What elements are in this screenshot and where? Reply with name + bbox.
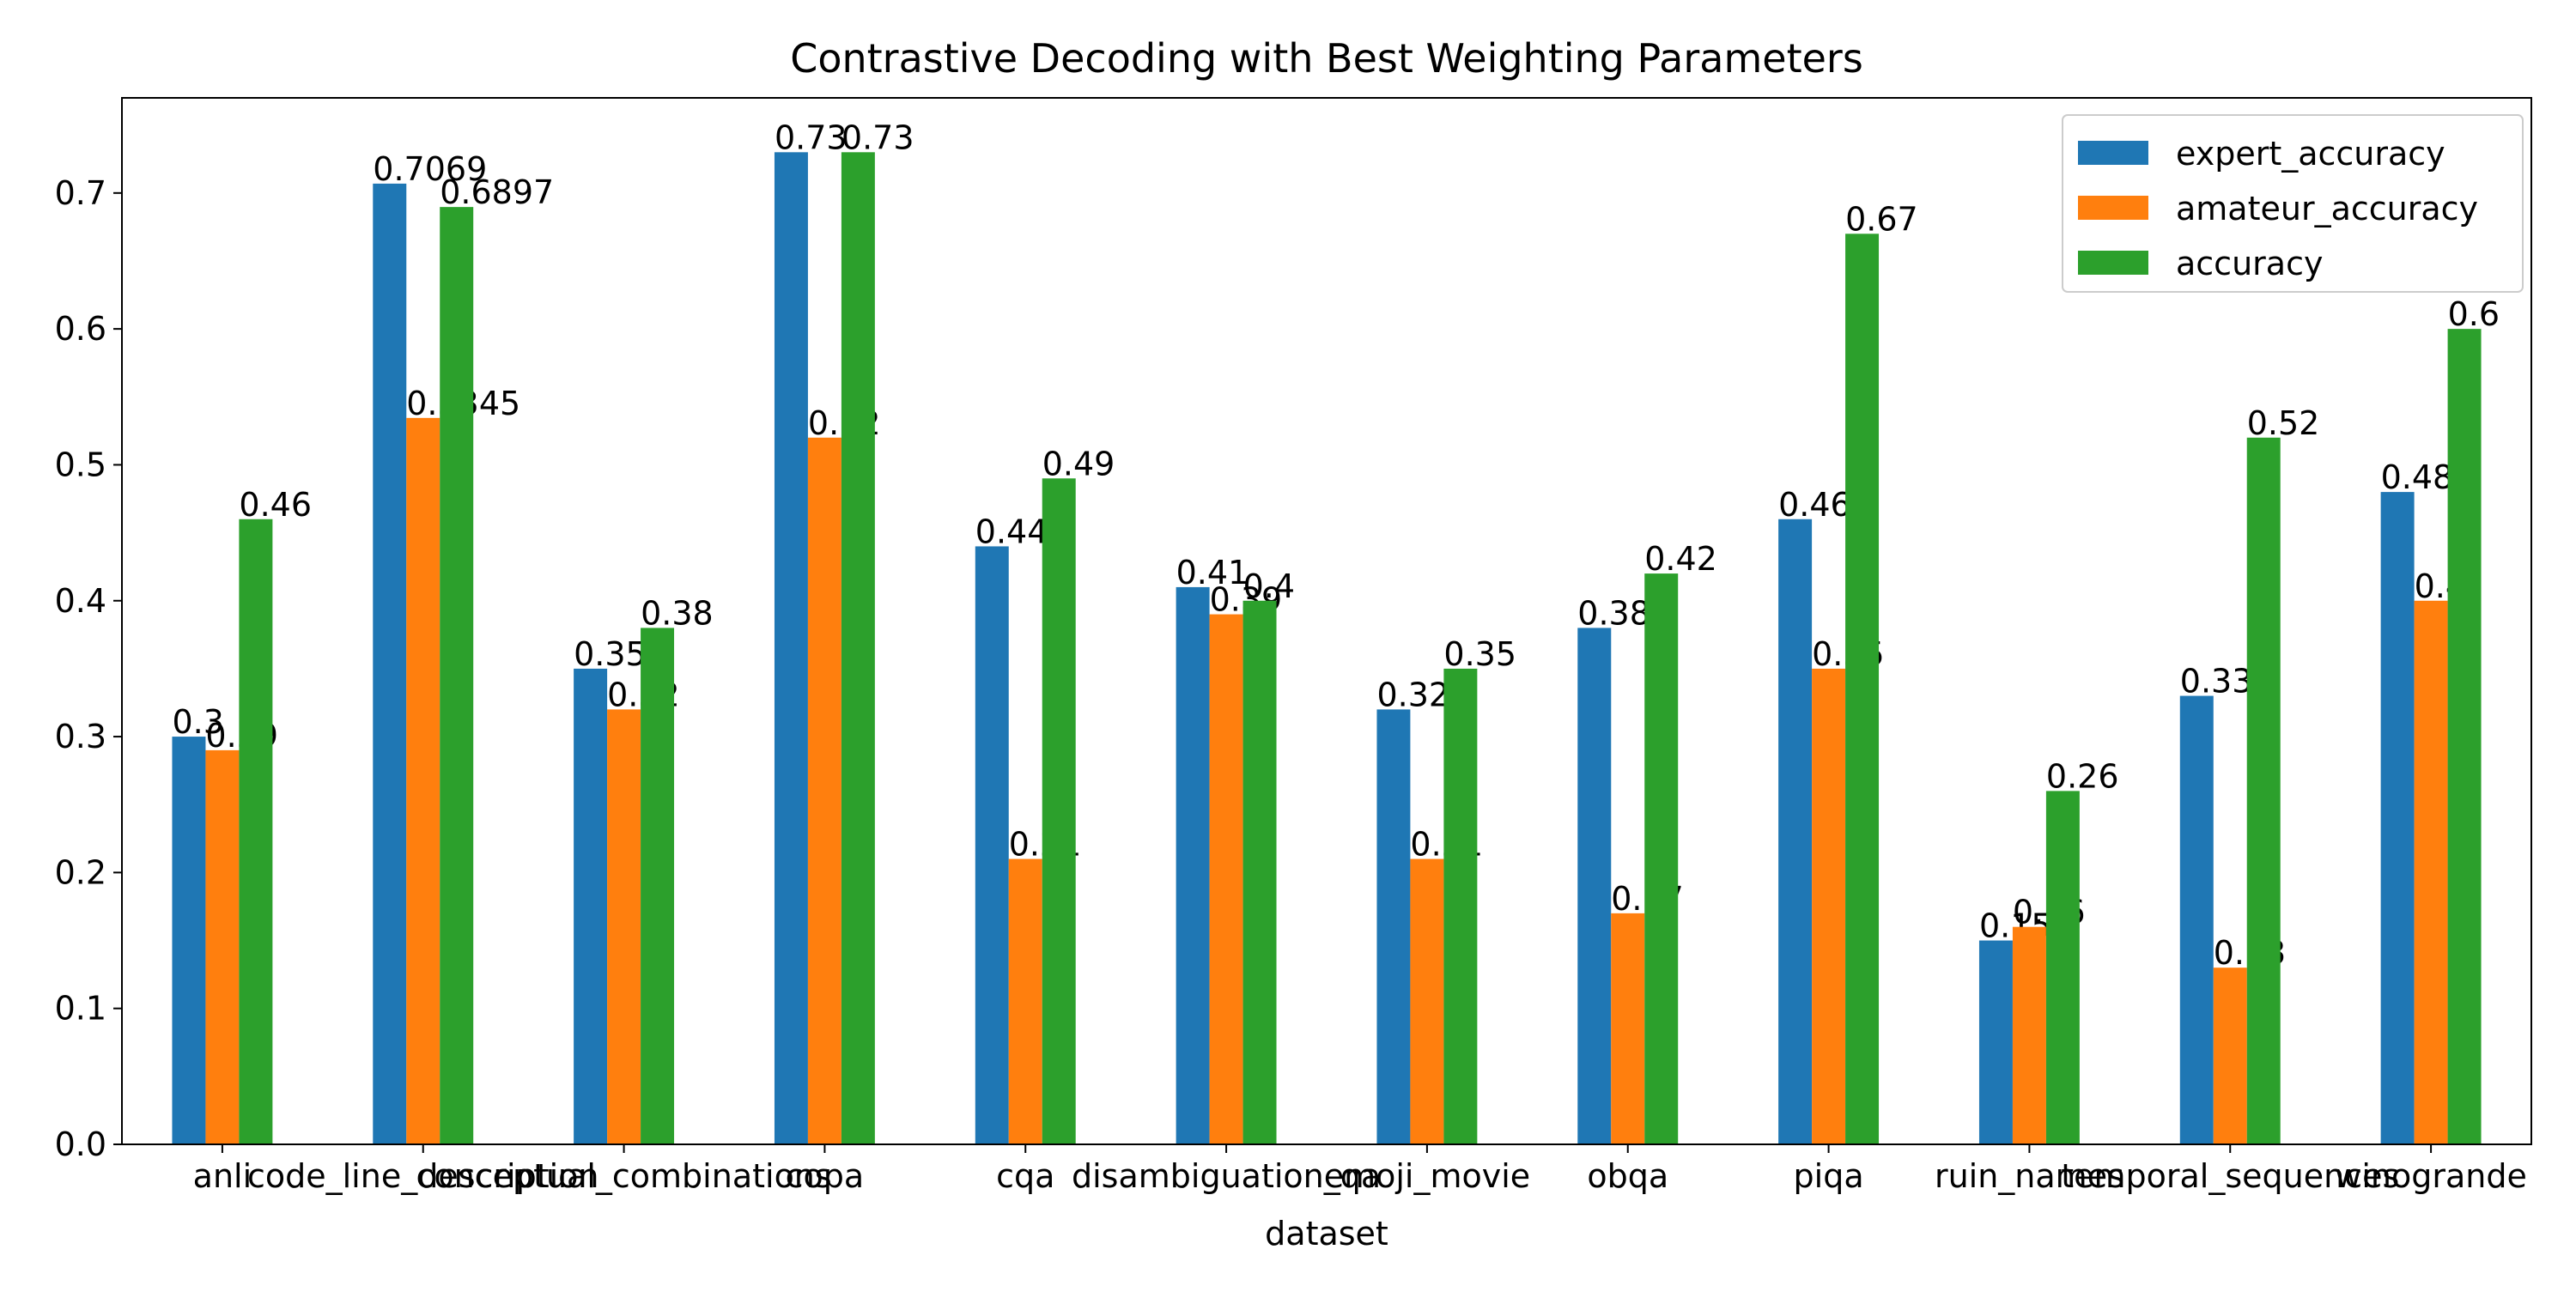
bar-accuracy-temporal_sequences <box>2246 437 2281 1144</box>
bar-accuracy-obqa <box>1644 573 1679 1144</box>
data-label-expert_accuracy-winogrande: 0.48 <box>2381 458 2454 496</box>
bar-expert_accuracy-emoji_movie <box>1376 709 1411 1144</box>
x-tick-label-anli: anli <box>193 1157 252 1195</box>
bar-accuracy-disambiguation_qa <box>1242 600 1277 1144</box>
chart-title: Contrastive Decoding with Best Weighting… <box>790 35 1863 82</box>
x-axis-label: dataset <box>1265 1215 1388 1253</box>
y-tick-label: 0.3 <box>55 718 106 755</box>
legend-swatch-accuracy <box>2078 251 2148 275</box>
bar-expert_accuracy-ruin_names <box>1978 940 2013 1144</box>
bar-expert_accuracy-piqa <box>1778 519 1813 1144</box>
data-label-expert_accuracy-anli: 0.3 <box>172 703 223 741</box>
data-label-accuracy-ruin_names: 0.26 <box>2046 757 2119 795</box>
y-tick-label: 0.4 <box>55 582 106 620</box>
bar-amateur_accuracy-disambiguation_qa <box>1209 614 1243 1144</box>
bar-accuracy-emoji_movie <box>1443 668 1478 1144</box>
data-label-accuracy-code_line_description: 0.6897 <box>440 173 554 211</box>
bar-expert_accuracy-code_line_description <box>373 183 407 1145</box>
x-tick-label-code_line_description: code_line_description <box>247 1157 599 1195</box>
bar-accuracy-copa <box>841 152 875 1144</box>
bar-expert_accuracy-conceptual_combinations <box>574 668 608 1144</box>
y-tick-label: 0.7 <box>55 174 106 212</box>
plot-area: 0.3 0.7069 0.35 0.73 0.44 0.41 0.32 0.38 0.46 0.1… <box>55 97 2532 1195</box>
y-tick-label: 0.1 <box>55 990 106 1028</box>
data-label-expert_accuracy-disambiguation_qa: 0.41 <box>1176 554 1249 591</box>
bar-accuracy-cqa <box>1042 478 1076 1144</box>
bar-expert_accuracy-temporal_sequences <box>2179 695 2214 1144</box>
data-label-accuracy-disambiguation_qa: 0.4 <box>1243 567 1295 605</box>
bar-expert_accuracy-anli <box>172 737 206 1144</box>
x-tick-label-copa: copa <box>786 1157 865 1195</box>
data-label-expert_accuracy-cqa: 0.44 <box>975 513 1048 550</box>
bar-amateur_accuracy-temporal_sequences <box>2213 967 2247 1144</box>
bar-accuracy-winogrande <box>2447 329 2482 1144</box>
bar-amateur_accuracy-copa <box>807 437 841 1144</box>
legend-label-expert_accuracy: expert_accuracy <box>2176 135 2445 173</box>
y-tick-label: 0.0 <box>55 1125 106 1163</box>
data-label-accuracy-winogrande: 0.6 <box>2448 295 2500 333</box>
bar-accuracy-piqa <box>1845 234 1880 1145</box>
y-tick-label: 0.6 <box>55 310 106 348</box>
bar-accuracy-conceptual_combinations <box>641 628 675 1144</box>
bar-accuracy-code_line_description <box>440 207 474 1145</box>
data-label-expert_accuracy-temporal_sequences: 0.33 <box>2180 663 2253 701</box>
x-tick-label-conceptual_combinations: conceptual_combinations <box>416 1157 831 1195</box>
bar-expert_accuracy-cqa <box>975 546 1009 1144</box>
bar-amateur_accuracy-conceptual_combinations <box>607 709 641 1144</box>
bar-amateur_accuracy-code_line_description <box>406 417 440 1144</box>
x-tick-label-emoji_movie: emoji_movie <box>1324 1157 1530 1195</box>
data-label-accuracy-copa: 0.73 <box>841 118 914 156</box>
x-tick-label-ruin_names: ruin_names <box>1935 1157 2124 1195</box>
bar-expert_accuracy-copa <box>774 152 808 1144</box>
y-tick-label: 0.5 <box>55 446 106 483</box>
x-tick-label-temporal_sequences: temporal_sequences <box>2061 1157 2399 1195</box>
x-tick-label-cqa: cqa <box>996 1157 1054 1195</box>
x-tick-label-winogrande: winogrande <box>2335 1157 2527 1195</box>
data-label-accuracy-emoji_movie: 0.35 <box>1443 635 1516 673</box>
bar-amateur_accuracy-emoji_movie <box>1410 858 1444 1144</box>
bar-amateur_accuracy-cqa <box>1008 858 1042 1144</box>
bar-amateur_accuracy-ruin_names <box>2012 926 2046 1144</box>
axes-frame <box>121 97 2532 1145</box>
legend: expert_accuracy amateur_accuracy accuracy <box>2062 114 2524 293</box>
bar-amateur_accuracy-piqa <box>1812 668 1846 1144</box>
bar-expert_accuracy-obqa <box>1577 628 1612 1144</box>
legend-swatch-expert_accuracy <box>2078 141 2148 165</box>
data-label-accuracy-piqa: 0.67 <box>1845 200 1918 238</box>
bar-amateur_accuracy-obqa <box>1611 913 1645 1144</box>
data-label-expert_accuracy-piqa: 0.46 <box>1778 486 1851 524</box>
data-label-accuracy-temporal_sequences: 0.52 <box>2247 404 2320 442</box>
legend-swatch-amateur_accuracy <box>2078 196 2148 220</box>
bar-amateur_accuracy-anli <box>205 749 240 1144</box>
bar-accuracy-ruin_names <box>2045 791 2080 1144</box>
bar-expert_accuracy-winogrande <box>2380 492 2415 1144</box>
data-label-expert_accuracy-copa: 0.73 <box>775 118 848 156</box>
data-label-expert_accuracy-emoji_movie: 0.32 <box>1376 676 1449 713</box>
legend-box <box>2062 114 2524 293</box>
x-tick-label-disambiguation_qa: disambiguation_qa <box>1072 1157 1381 1195</box>
data-label-expert_accuracy-code_line_description: 0.7069 <box>373 150 487 188</box>
bar-expert_accuracy-disambiguation_qa <box>1176 586 1210 1144</box>
legend-label-accuracy: accuracy <box>2176 245 2323 282</box>
data-label-accuracy-cqa: 0.49 <box>1042 445 1115 482</box>
x-tick-label-obqa: obqa <box>1587 1157 1668 1195</box>
legend-label-amateur_accuracy: amateur_accuracy <box>2176 190 2478 227</box>
data-label-accuracy-anli: 0.46 <box>239 486 312 524</box>
data-label-expert_accuracy-conceptual_combinations: 0.35 <box>574 635 647 673</box>
data-label-expert_accuracy-obqa: 0.38 <box>1577 594 1650 632</box>
data-label-accuracy-conceptual_combinations: 0.38 <box>641 594 714 632</box>
data-label-accuracy-obqa: 0.42 <box>1644 540 1717 578</box>
bar-accuracy-anli <box>239 519 273 1144</box>
y-tick-label: 0.2 <box>55 853 106 891</box>
x-tick-label-piqa: piqa <box>1794 1157 1864 1195</box>
bar-amateur_accuracy-winogrande <box>2414 600 2448 1144</box>
